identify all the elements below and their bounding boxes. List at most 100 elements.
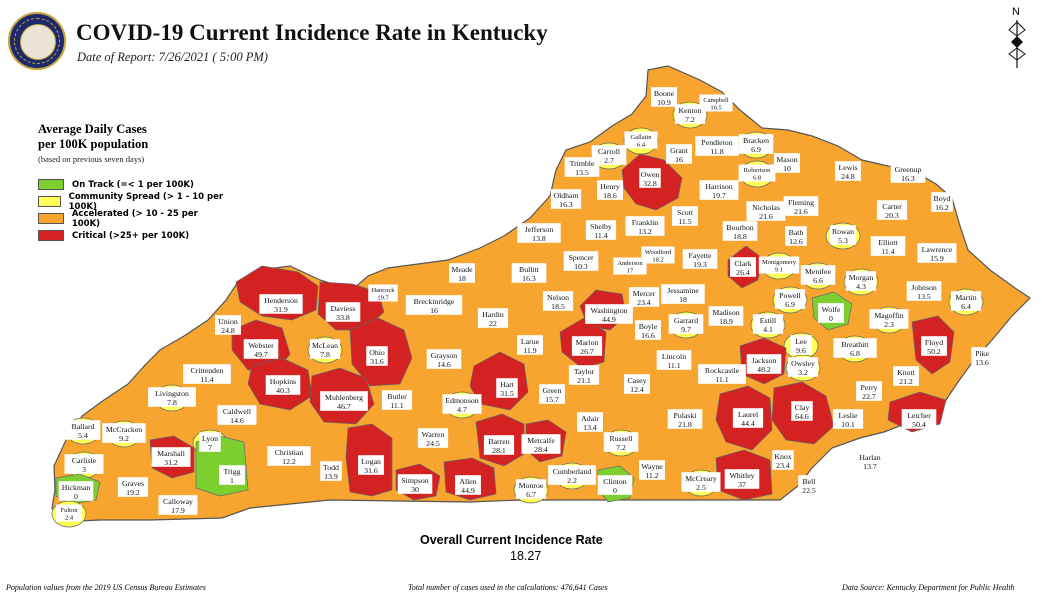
county-name: Wayne xyxy=(641,462,663,471)
county-name: Robertson xyxy=(744,167,771,174)
county-rate: 11.4 xyxy=(594,231,607,240)
county-rate: 50.4 xyxy=(912,420,926,429)
county-label-background xyxy=(856,381,882,401)
county-label-background xyxy=(876,200,908,220)
county-name: McCracken xyxy=(106,425,142,434)
county-label-background xyxy=(577,412,603,432)
county-name: Grayson xyxy=(431,351,458,360)
county-name: Allen xyxy=(459,477,476,486)
county-label-background xyxy=(732,408,764,428)
county-name: Clark xyxy=(734,259,751,268)
county-label-background xyxy=(548,465,596,485)
county-rate: 16 xyxy=(675,155,683,164)
county-name: Union xyxy=(218,317,238,326)
county-label-background xyxy=(521,434,561,454)
county-rate: 11.1 xyxy=(390,401,403,410)
county-name: Trimble xyxy=(570,159,595,168)
county-name: Lyon xyxy=(202,434,218,443)
county-name: Knox xyxy=(774,452,791,461)
county-name: Elliott xyxy=(878,238,898,247)
county-label-background xyxy=(477,308,509,328)
county-label-background xyxy=(890,163,926,183)
county-rate: 31.6 xyxy=(364,466,378,475)
county-name: Green xyxy=(542,386,561,395)
county-label-background xyxy=(56,504,82,522)
county-label-background xyxy=(585,304,633,324)
county-label-background xyxy=(405,295,463,315)
county-name: Simpson xyxy=(401,476,428,485)
county-label-background xyxy=(783,196,819,216)
county-label-background xyxy=(772,450,794,470)
legend-label: On Track (=< 1 per 100K) xyxy=(72,179,194,190)
county-name: Crittenden xyxy=(191,366,224,375)
county-rate: 30 xyxy=(411,485,419,494)
county-label-background xyxy=(818,303,844,323)
county-name: McCreary xyxy=(685,474,717,483)
county-rate: 0 xyxy=(74,492,78,501)
county-name: Franklin xyxy=(632,218,659,227)
county-rate: 18.6 xyxy=(603,191,617,200)
legend-swatch xyxy=(38,213,64,224)
county-label-background xyxy=(641,246,675,264)
county-label-background xyxy=(564,157,600,177)
county-label-background xyxy=(661,284,705,304)
county-rate: 22.5 xyxy=(802,486,816,495)
county-label-background xyxy=(568,365,600,385)
county-rate: 19.7 xyxy=(377,295,389,302)
county-name: Pulaski xyxy=(674,411,698,420)
county-name: Letcher xyxy=(907,411,931,420)
county-rate: 5.3 xyxy=(838,236,848,245)
county-name: Whitley xyxy=(729,471,754,480)
county-rate: 10.3 xyxy=(574,262,588,271)
north-arrow-graphic xyxy=(1008,20,1026,68)
seal-center xyxy=(20,24,56,60)
county-label-background xyxy=(752,314,784,334)
county-name: Owsley xyxy=(791,359,815,368)
county-name: Pendleton xyxy=(701,138,732,147)
county-name: Adair xyxy=(581,414,599,423)
county-label-background xyxy=(449,263,475,283)
county-rate: 16.3 xyxy=(559,200,573,209)
kentucky-state-seal xyxy=(8,12,66,70)
county-name: Perry xyxy=(861,383,878,392)
county-rate: 14.6 xyxy=(230,416,244,425)
county-label-background xyxy=(672,206,698,226)
county-rate: 9.2 xyxy=(119,434,129,443)
county-rate: 3 xyxy=(82,465,86,474)
county-name: Carroll xyxy=(598,147,621,156)
county-label-background xyxy=(800,265,836,285)
county-label-background xyxy=(724,469,760,489)
county-rate: 33.8 xyxy=(336,313,350,322)
county-label-background xyxy=(102,423,146,443)
county-rate: 15.7 xyxy=(545,395,559,404)
county-label-background xyxy=(835,161,861,181)
county-rate: 18.9 xyxy=(719,317,733,326)
county-rate: 6.4 xyxy=(637,142,646,149)
county-label-background xyxy=(158,495,198,515)
county-name: Clay xyxy=(795,403,810,412)
